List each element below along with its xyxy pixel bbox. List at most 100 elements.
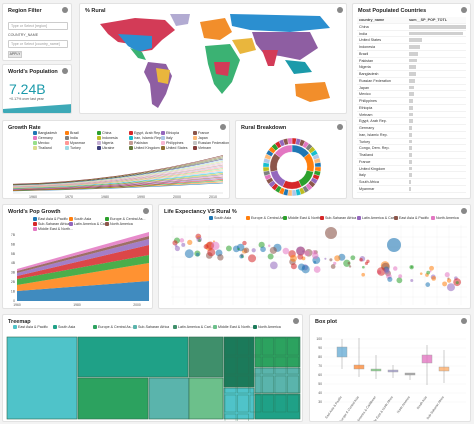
bubble-point[interactable]: [398, 274, 403, 279]
legend-item[interactable]: United States: [161, 146, 188, 150]
bubble-point[interactable]: [298, 263, 306, 271]
bubble-point[interactable]: [282, 247, 290, 255]
legend-item[interactable]: Sub-Saharan Africa: [320, 216, 356, 220]
bubble-point[interactable]: [387, 238, 401, 252]
bubble-point[interactable]: [383, 268, 390, 274]
treemap-subcell[interactable]: [274, 356, 287, 375]
area-series[interactable]: [17, 281, 149, 301]
legend-item[interactable]: Middle East & North...: [213, 325, 253, 329]
treemap-subcell[interactable]: [237, 356, 249, 375]
table-row[interactable]: Brazil: [357, 51, 466, 58]
legend-item[interactable]: Sub-Saharan Africa: [133, 325, 169, 329]
bubble-point[interactable]: [324, 257, 327, 260]
legend-item[interactable]: North America: [105, 222, 133, 226]
bubble-point[interactable]: [429, 265, 434, 271]
panel-menu-icon[interactable]: [337, 124, 343, 130]
treemap-cell[interactable]: [223, 336, 255, 388]
legend-item[interactable]: Europe & Central As...: [105, 217, 146, 221]
legend-item[interactable]: Sub-Saharan Africa: [33, 222, 69, 226]
treemap-subcell[interactable]: [224, 413, 237, 422]
bubble-point[interactable]: [387, 276, 393, 282]
panel-menu-icon[interactable]: [62, 68, 68, 74]
legend-item[interactable]: Turkey: [65, 146, 81, 150]
bubble-point[interactable]: [181, 242, 186, 247]
box-rect[interactable]: [353, 364, 365, 370]
treemap-subcell[interactable]: [287, 356, 299, 375]
bubble-point[interactable]: [248, 254, 257, 263]
panel-menu-icon[interactable]: [62, 7, 68, 13]
box-rect[interactable]: [421, 354, 433, 364]
treemap-subcell[interactable]: [262, 394, 274, 413]
area-series[interactable]: [17, 255, 149, 285]
legend-item[interactable]: Indonesia: [97, 136, 118, 140]
treemap-cell[interactable]: [254, 367, 301, 394]
legend-item[interactable]: Russian Federation: [193, 141, 229, 145]
table-row[interactable]: Iran, Islamic Rep.: [357, 132, 466, 139]
area-series[interactable]: [17, 263, 149, 291]
table-row[interactable]: Germany: [357, 125, 466, 132]
life-exp-bubble-chart[interactable]: [159, 205, 471, 309]
bubble-point[interactable]: [347, 261, 351, 265]
area-series[interactable]: [17, 239, 149, 276]
treemap-cell[interactable]: [6, 336, 78, 420]
bubble-point[interactable]: [290, 263, 297, 270]
panel-menu-icon[interactable]: [143, 208, 149, 214]
bubble-point[interactable]: [329, 258, 333, 262]
treemap-subcell[interactable]: [249, 375, 262, 394]
legend-item[interactable]: North America: [253, 325, 281, 329]
legend-item[interactable]: Mexico: [33, 141, 49, 145]
legend-item[interactable]: East Asia & Pacific: [394, 216, 429, 220]
country-search-input[interactable]: Type or Select [country_name]: [8, 40, 68, 48]
table-row[interactable]: South Africa: [357, 179, 466, 186]
table-row[interactable]: Indonesia: [357, 44, 466, 51]
box-rect[interactable]: [404, 372, 416, 376]
treemap-subcell[interactable]: [262, 337, 274, 356]
legend-item[interactable]: South Asia: [69, 217, 91, 221]
box-rect[interactable]: [370, 368, 382, 372]
legend-item[interactable]: United Kingdom: [129, 146, 160, 150]
table-row[interactable]: Italy: [357, 172, 466, 179]
area-series[interactable]: [17, 236, 149, 273]
bubble-point[interactable]: [217, 254, 224, 261]
panel-menu-icon[interactable]: [220, 124, 226, 130]
treemap-cell[interactable]: [188, 336, 224, 378]
bubble-point[interactable]: [343, 259, 351, 267]
column-header-country[interactable]: country_name: [359, 18, 385, 22]
bubble-point[interactable]: [174, 244, 178, 247]
bubble-point[interactable]: [409, 264, 414, 270]
treemap-subcell[interactable]: [249, 337, 262, 356]
table-row[interactable]: Russian Federation: [357, 78, 466, 85]
treemap-subcell[interactable]: [274, 394, 287, 413]
bubble-point[interactable]: [431, 276, 437, 281]
treemap-cell[interactable]: [148, 377, 190, 420]
table-row[interactable]: Egypt, Arab Rep.: [357, 118, 466, 125]
treemap-subcell[interactable]: [287, 375, 299, 394]
treemap-subcell[interactable]: [262, 356, 274, 375]
area-series[interactable]: [17, 232, 149, 271]
growth-line-chart[interactable]: 1960 1970 1980 1990 2000 2010: [3, 121, 230, 199]
legend-item[interactable]: Egypt, Arab Rep.: [129, 131, 161, 135]
legend-item[interactable]: Middle East & North...: [33, 227, 73, 231]
legend-item[interactable]: Nigeria: [97, 141, 113, 145]
table-row[interactable]: France: [357, 159, 466, 166]
bubble-point[interactable]: [290, 254, 297, 262]
bubble-point[interactable]: [184, 249, 194, 259]
bubble-point[interactable]: [251, 248, 256, 253]
column-header-value[interactable]: sum__SP_POP_TOTL: [409, 18, 448, 22]
bubble-point[interactable]: [455, 281, 459, 285]
bubble-point[interactable]: [325, 227, 337, 239]
table-row[interactable]: United States: [357, 37, 466, 44]
bubble-point[interactable]: [366, 259, 370, 264]
table-row[interactable]: Ethiopia: [357, 105, 466, 112]
sunburst-segment[interactable]: [282, 180, 302, 190]
table-row[interactable]: Pakistan: [357, 58, 466, 65]
bubble-point[interactable]: [446, 283, 455, 292]
table-row[interactable]: India: [357, 31, 466, 38]
bubble-point[interactable]: [239, 254, 244, 259]
bubble-point[interactable]: [243, 247, 250, 254]
bubble-point[interactable]: [359, 258, 363, 262]
legend-item[interactable]: Middle East & North...: [283, 216, 323, 220]
legend-item[interactable]: Vietnam: [193, 146, 211, 150]
legend-item[interactable]: China: [97, 131, 111, 135]
